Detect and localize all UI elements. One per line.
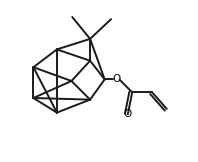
Text: O: O: [113, 74, 121, 84]
Text: O: O: [124, 109, 132, 119]
